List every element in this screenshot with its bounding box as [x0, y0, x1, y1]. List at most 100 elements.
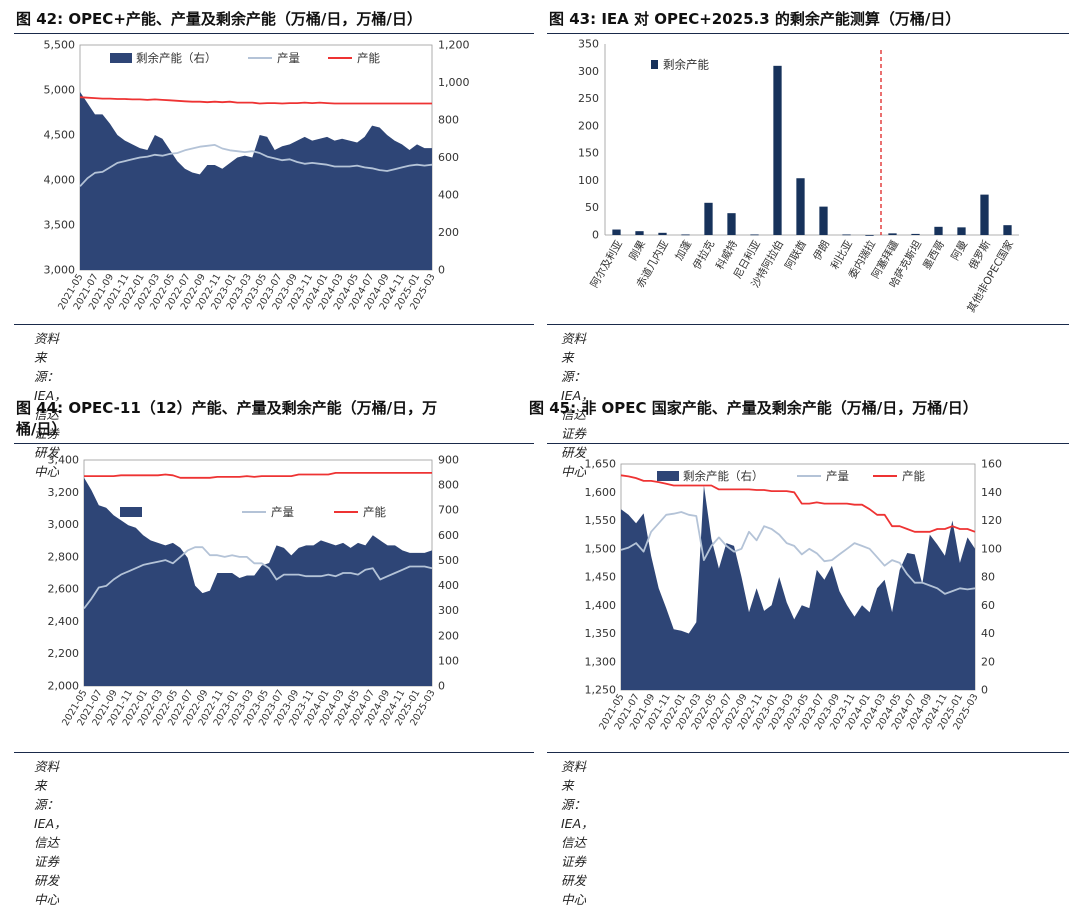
y-left-tick-label: 5,500 — [44, 39, 76, 52]
y-left-tick-label: 1,400 — [585, 599, 617, 612]
spare-capacity-area — [80, 91, 432, 271]
y-left-tick-label: 3,000 — [44, 264, 76, 277]
figure-45-source: 资料来源：IEA，信达证券研发中心 — [561, 759, 594, 907]
x-category-label: 阿曼 — [949, 238, 970, 263]
y-right-tick-label: 500 — [438, 554, 459, 567]
y-right-tick-label: 40 — [981, 627, 995, 640]
figure-44-title-line1: 图 44: OPEC-11（12）产能、产量及剩余产能（万桶/日，万 — [16, 399, 438, 417]
y-right-tick-label: 0 — [438, 680, 445, 693]
legend-label-capacity: 产能 — [357, 51, 380, 65]
figure-44-footer-rule — [14, 752, 534, 753]
figure-45-footer-rule — [547, 752, 1069, 753]
x-category-label: 加蓬 — [673, 238, 694, 263]
y-tick-label: 100 — [578, 174, 599, 187]
figure-45-title: 图 45: 非 OPEC 国家产能、产量及剩余产能（万桶/日，万桶/日） — [529, 399, 978, 417]
y-left-tick-label: 2,000 — [48, 680, 80, 693]
figure-42-footer-rule — [14, 324, 534, 325]
legend-label-spare: 剩余产能（右） — [146, 505, 227, 519]
bar-15 — [957, 227, 966, 235]
capacity-line — [79, 96, 432, 105]
y-left-tick-label: 3,200 — [48, 486, 80, 499]
y-tick-label: 50 — [585, 201, 599, 214]
legend-swatch-spare — [120, 507, 142, 517]
bar-8 — [796, 178, 805, 235]
y-right-tick-label: 800 — [438, 479, 459, 492]
y-left-tick-label: 1,300 — [585, 655, 617, 668]
y-right-tick-label: 200 — [438, 226, 459, 239]
figure-45-title-rule — [547, 443, 1069, 444]
legend-label-production: 产量 — [271, 505, 294, 519]
production-line — [79, 144, 433, 187]
y-right-tick-label: 600 — [438, 529, 459, 542]
production-line — [620, 511, 976, 595]
legend-swatch — [651, 60, 658, 69]
y-left-tick-label: 1,550 — [585, 514, 617, 527]
y-right-tick-label: 60 — [981, 599, 995, 612]
spare-capacity-area — [84, 477, 432, 686]
y-tick-label: 350 — [578, 38, 599, 51]
legend-label-spare: 剩余产能（右） — [136, 51, 217, 65]
figure-43-footer-rule — [547, 324, 1069, 325]
figure-43-title: 图 43: IEA 对 OPEC+2025.3 的剩余产能测算（万桶/日） — [549, 10, 961, 28]
figure-45-chart: 1,250 1,300 1,350 1,400 1,450 1,500 1,550 1,600… — [585, 458, 1003, 732]
x-category-label: 刚果 — [627, 238, 648, 263]
bar-2 — [658, 232, 667, 235]
bar-17 — [1003, 225, 1012, 235]
legend-swatch-spare — [657, 471, 679, 481]
figure-43-source: 资料来源：IEA，信达证券研发中心 — [561, 331, 594, 479]
legend-label-production: 产量 — [826, 469, 849, 483]
bar-5 — [727, 213, 736, 235]
y-left-tick-label: 1,500 — [585, 542, 617, 555]
bar-6 — [750, 234, 759, 236]
legend-label-spare: 剩余产能（右） — [683, 469, 764, 483]
x-category-label: 伊朗 — [811, 239, 832, 263]
bar-3 — [681, 234, 690, 236]
y-left-tick-label: 2,600 — [48, 583, 80, 596]
y-left-tick-label: 4,000 — [44, 174, 76, 187]
y-tick-label: 250 — [578, 92, 599, 105]
y-right-tick-label: 800 — [438, 114, 459, 127]
y-right-tick-label: 1,200 — [438, 39, 470, 52]
y-left-tick-label: 3,400 — [48, 454, 80, 467]
figure-43-title-rule — [547, 33, 1069, 34]
y-left-tick-label: 2,200 — [48, 647, 80, 660]
y-right-tick-label: 120 — [981, 514, 1002, 527]
y-right-tick-label: 0 — [438, 264, 445, 277]
y-right-tick-label: 900 — [438, 454, 459, 467]
y-right-tick-label: 80 — [981, 571, 995, 584]
figure-44-title-rule — [14, 443, 534, 444]
y-tick-label: 0 — [592, 229, 599, 242]
figure-42-title: 图 42: OPEC+产能、产量及剩余产能（万桶/日，万桶/日） — [16, 10, 422, 28]
y-right-tick-label: 1,000 — [438, 76, 470, 89]
bar-0 — [612, 229, 621, 235]
bar-13 — [911, 233, 920, 235]
bar-9 — [819, 206, 828, 235]
y-right-tick-label: 160 — [981, 458, 1002, 471]
bar-14 — [934, 226, 943, 235]
y-left-tick-label: 5,000 — [44, 84, 76, 97]
bar-10 — [842, 234, 851, 236]
y-right-tick-label: 300 — [438, 604, 459, 617]
x-category-label: 伊拉克 — [690, 238, 717, 272]
x-category-label: 阿联酋 — [782, 238, 809, 272]
y-right-tick-label: 20 — [981, 655, 995, 668]
y-right-tick-label: 600 — [438, 151, 459, 164]
y-left-tick-label: 1,650 — [585, 458, 617, 471]
y-tick-label: 300 — [578, 65, 599, 78]
bar-7 — [773, 65, 782, 235]
y-right-tick-label: 400 — [438, 189, 459, 202]
x-category-label: 阿尔及利亚 — [588, 238, 626, 290]
y-left-tick-label: 2,800 — [48, 550, 80, 563]
y-left-tick-label: 1,600 — [585, 486, 617, 499]
legend-label-production: 产量 — [277, 51, 300, 65]
bar-12 — [888, 233, 897, 235]
y-right-tick-label: 100 — [981, 542, 1002, 555]
y-right-tick-label: 0 — [981, 684, 988, 697]
spare-capacity-area — [621, 485, 975, 690]
legend-swatch-spare — [110, 53, 132, 63]
legend-label-capacity: 产能 — [363, 505, 386, 519]
y-right-tick-label: 700 — [438, 504, 459, 517]
figure-44-chart: 2,000 2,200 2,400 2,600 2,800 3,000 3,200 3,400… — [48, 454, 460, 728]
production-line — [83, 546, 433, 610]
